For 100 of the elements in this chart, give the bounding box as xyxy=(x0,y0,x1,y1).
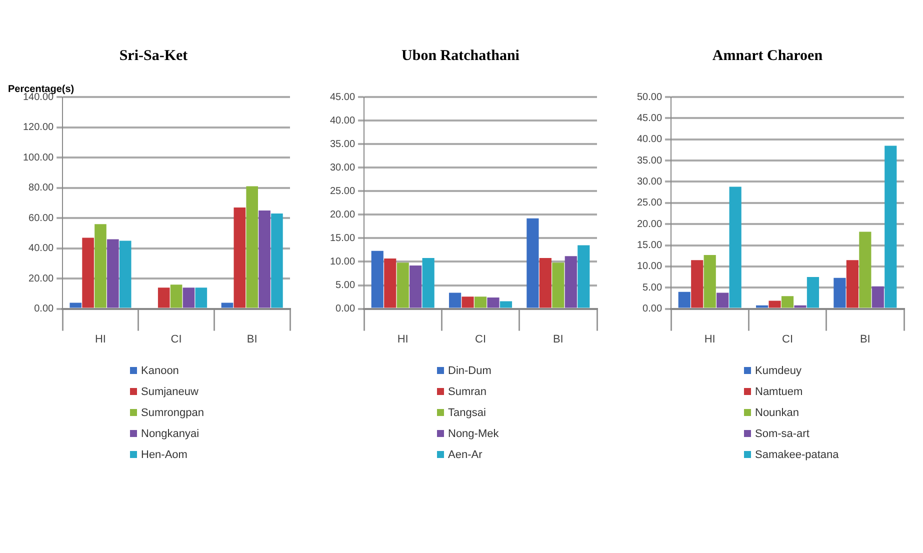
legend-label: Som-sa-art xyxy=(754,426,810,442)
bar xyxy=(846,260,858,308)
x-tick-label: HI xyxy=(704,333,716,346)
bar xyxy=(716,292,729,308)
y-tick-label: 0.00 xyxy=(34,304,54,315)
bar xyxy=(794,305,806,308)
x-tick-label: HI xyxy=(397,333,408,346)
x-tick-label: BI xyxy=(246,333,258,346)
bar xyxy=(82,238,94,308)
y-tick-label: 25.00 xyxy=(636,198,662,209)
chart-title: Ubon Ratchathani xyxy=(400,48,520,66)
bar xyxy=(564,256,577,308)
bar xyxy=(872,286,884,308)
bar xyxy=(704,255,716,308)
bar xyxy=(781,296,794,308)
bar xyxy=(691,260,704,308)
bar xyxy=(768,300,781,308)
bar xyxy=(195,288,208,308)
y-tick-label: 20.00 xyxy=(330,209,356,220)
bar xyxy=(678,292,690,308)
bar xyxy=(552,262,564,308)
chart-title: Amnart Charoen xyxy=(711,48,824,66)
bar xyxy=(729,186,742,308)
bar xyxy=(526,218,539,308)
bar xyxy=(539,258,552,308)
x-tick-label: BI xyxy=(860,333,870,346)
bar xyxy=(107,239,119,308)
y-tick-label: 40.00 xyxy=(28,243,54,254)
bar xyxy=(234,207,246,308)
y-tick-label: 100.00 xyxy=(22,152,54,164)
y-tick-label: 5.00 xyxy=(336,280,356,292)
y-tick-label: 5.00 xyxy=(642,282,662,294)
y-tick-label: 25.00 xyxy=(330,186,356,197)
bar xyxy=(221,302,234,308)
chart-title: Sri-Sa-Ket xyxy=(118,48,189,66)
bar xyxy=(884,146,897,308)
legend-label: Sumjaneuw xyxy=(140,384,200,400)
y-tick-label: 40.00 xyxy=(330,115,356,126)
bar xyxy=(94,224,106,308)
bar xyxy=(448,292,462,308)
legend-label: Namtuem xyxy=(754,384,804,400)
legend-label: Aen-Ar xyxy=(447,448,484,462)
y-tick-label: 20.00 xyxy=(28,273,54,284)
y-tick-label: 60.00 xyxy=(28,212,54,224)
y-tick-label: 45.00 xyxy=(330,92,356,103)
x-tick-label: BI xyxy=(552,333,564,346)
y-tick-label: 40.00 xyxy=(636,134,662,146)
bar xyxy=(271,213,283,308)
legend-label: Nongkanyai xyxy=(140,426,200,442)
bar xyxy=(384,258,396,308)
y-axis-title: Percentage(s) xyxy=(8,84,74,95)
legend-label: Kanoon xyxy=(140,364,180,378)
legend-label: Hen-Aom xyxy=(140,448,188,462)
bar xyxy=(371,250,384,308)
bar xyxy=(806,277,820,308)
x-tick-label: HI xyxy=(94,333,106,346)
bar xyxy=(410,266,422,308)
legend-label: Nong-Mek xyxy=(447,426,500,442)
bar xyxy=(119,240,132,308)
bar xyxy=(70,302,82,308)
y-tick-label: 120.00 xyxy=(22,122,54,134)
y-tick-label: 80.00 xyxy=(28,182,54,194)
y-tick-label: 35.00 xyxy=(636,155,662,166)
x-tick-label: CI xyxy=(782,333,794,346)
bar xyxy=(182,288,195,308)
y-tick-label: 30.00 xyxy=(330,162,356,174)
y-tick-label: 10.00 xyxy=(330,256,356,268)
x-tick-label: CI xyxy=(170,333,182,346)
bar xyxy=(258,210,270,308)
bar xyxy=(158,288,170,308)
y-tick-label: 15.00 xyxy=(636,240,662,252)
legend-label: Kumdeuy xyxy=(754,364,802,378)
legend-label: Samakee-patana xyxy=(754,448,840,462)
bar xyxy=(170,284,182,308)
legend-label: Nounkan xyxy=(754,406,800,420)
y-tick-label: 0.00 xyxy=(642,304,662,315)
bar xyxy=(756,305,768,308)
y-tick-label: 35.00 xyxy=(330,138,356,150)
bar xyxy=(422,258,434,308)
y-tick-label: 0.00 xyxy=(336,304,356,315)
bar xyxy=(396,262,409,308)
bar xyxy=(474,296,487,308)
x-tick-label: CI xyxy=(475,333,486,346)
y-tick-label: 45.00 xyxy=(636,112,662,124)
y-tick-label: 15.00 xyxy=(330,232,356,244)
bar xyxy=(578,245,590,308)
legend-label: Tangsai xyxy=(447,406,487,420)
bar xyxy=(500,301,512,308)
bar xyxy=(462,296,474,308)
bar xyxy=(487,298,500,308)
legend-label: Sumran xyxy=(447,384,488,400)
bar xyxy=(834,278,846,308)
y-tick-label: 20.00 xyxy=(636,218,662,230)
legend-label: Sumrongpan xyxy=(140,406,205,420)
y-tick-label: 50.00 xyxy=(636,92,662,103)
y-tick-label: 10.00 xyxy=(636,261,662,272)
bar xyxy=(859,232,872,308)
legend-label: Din-Dum xyxy=(447,364,492,378)
bar xyxy=(246,186,258,308)
y-tick-label: 30.00 xyxy=(636,176,662,188)
